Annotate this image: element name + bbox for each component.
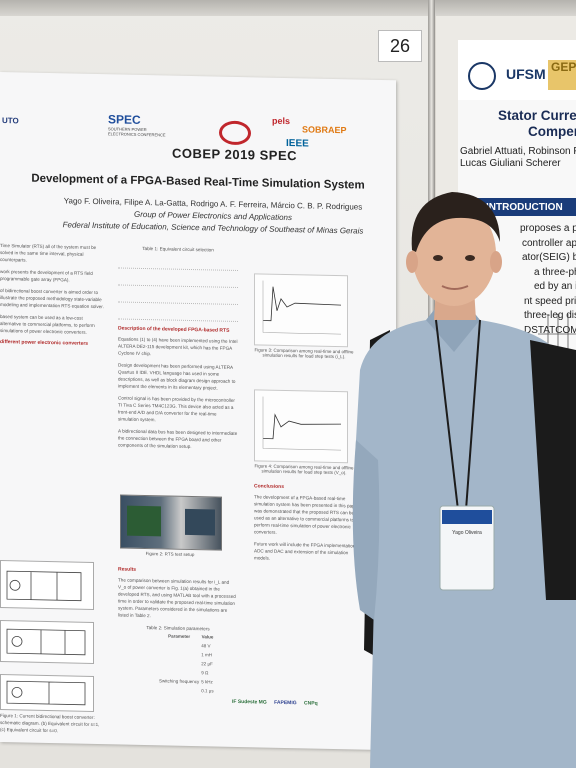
section-title: INTRODUCTION	[486, 201, 563, 213]
backpack	[530, 340, 576, 600]
fpga-bullet-2: Design development has been performed us…	[118, 362, 236, 391]
fpga-bullet-3: Control signal is has been provided by t…	[118, 395, 235, 423]
circuit-diagram-a	[0, 560, 94, 610]
sobraep-logo: SOBRAEP	[302, 124, 347, 136]
footer-logo: CNPq	[304, 700, 318, 707]
boost-text: of bidirectional boost converter is aime…	[0, 288, 104, 310]
spec-logo: SPEC SOUTHERN POWER ELECTRONICS CONFEREN…	[108, 112, 168, 137]
fig3-curve	[262, 280, 341, 335]
spec-subtitle: SOUTHERN POWER ELECTRONICS CONFERENCE	[108, 126, 166, 138]
table2-header: Value	[201, 634, 214, 640]
poster-column-1: Time Simulator (RTS) all of the system m…	[0, 242, 104, 351]
results-heading: Results	[118, 566, 137, 573]
figure-3-plot	[254, 273, 348, 348]
commercial-text: based system can be used as a low-cost a…	[0, 314, 95, 335]
text-line: ator(SEIG) base	[522, 252, 576, 263]
left-ear	[406, 251, 418, 273]
circuit-diagram-c	[0, 674, 94, 712]
lanyard	[435, 319, 481, 511]
figure-4-plot	[254, 389, 348, 464]
results-text: The comparison between simulation result…	[118, 577, 236, 619]
fig2-caption: Figure 2: RTS test setup	[145, 551, 195, 558]
table1-caption: Table 1: Equivalent circuit selection	[142, 245, 214, 253]
power-heading: different power electronic converters	[0, 339, 89, 347]
gep-logo: GEP	[548, 60, 576, 90]
table-cell: 1 mH	[201, 652, 213, 658]
text-line: three-leg dis	[524, 310, 576, 321]
fig1-caption: Figure 1: Current bidirectional boost co…	[0, 713, 100, 734]
right-poster-header: UFSM GEP	[458, 40, 576, 100]
results-section: Results The comparison between simulatio…	[118, 562, 238, 696]
text-line: a three-phase	[534, 266, 576, 278]
fpga-board	[127, 505, 161, 537]
rts-setup-photo	[120, 494, 222, 551]
footer-logo: FAPEMIG	[274, 699, 297, 707]
simulation-parameters-table: Parameter Value 48 V 1 mH 22 μF 9 Ω Switc…	[158, 631, 215, 695]
footer-logo: IF Sudeste MG	[232, 698, 267, 706]
board-number: 26	[378, 30, 422, 62]
right-eye	[465, 255, 475, 261]
equation-2	[118, 274, 238, 288]
table-cell: 22 μF	[201, 661, 213, 667]
table-cell: 0.1 μs	[201, 688, 214, 694]
table-cell: 9 Ω	[201, 670, 209, 676]
table-cell: 48 V	[201, 643, 211, 649]
table-cell	[158, 685, 200, 695]
board-top-frame	[0, 0, 576, 16]
title-line: Stator Curren	[498, 108, 576, 123]
text-line: proposes a propo	[520, 223, 576, 234]
badge-name: Yago Oliveira	[452, 530, 482, 536]
left-poster: UTO SPEC SOUTHERN POWER ELECTRONICS CONF…	[0, 72, 396, 751]
cobep-ring-icon	[218, 120, 251, 146]
fpga-bullet-4: A bidirectional data bus has been design…	[118, 428, 238, 450]
seal-icon	[468, 62, 496, 90]
microcontroller-board	[185, 508, 215, 536]
fpga-bullet-1: Equations (1) to (4) have been implement…	[118, 336, 238, 357]
right-ear	[490, 251, 502, 273]
ieee-logo: IEEE	[286, 137, 309, 150]
person: Yago Oliveira	[352, 192, 576, 768]
text-line: controller applie	[522, 237, 576, 249]
ufsm-logo: UFSM	[506, 66, 546, 82]
table2-caption: Table 2: Simulation parameters	[146, 625, 210, 632]
author-line: Gabriel Attuati, Robinson Figue	[460, 146, 576, 157]
table-cell: 5 kHz	[201, 679, 213, 685]
institution-logo: UTO	[2, 116, 19, 126]
text-line: DSTATCOM	[524, 324, 576, 336]
name-badge	[439, 505, 495, 591]
introduction-text: proposes a propo controller applie ator(…	[460, 222, 576, 338]
fig4-curve	[262, 396, 341, 451]
fpga-heading: Description of the developed FPGA-based …	[118, 325, 230, 334]
arm	[352, 440, 380, 620]
circuit-b-svg	[6, 628, 86, 656]
left-eye	[433, 255, 443, 261]
equation-4	[118, 308, 238, 322]
equation-3	[118, 291, 238, 305]
poster-column-2: Table 1: Equivalent circuit selection De…	[118, 244, 238, 456]
circuit-diagram-b	[0, 620, 94, 664]
circuit-c-svg	[6, 680, 86, 706]
work-text: work presents the development of a RTS f…	[0, 269, 93, 283]
pels-logo: pels	[272, 115, 291, 127]
cobep-logo: COBEP 2019 SPEC	[172, 120, 297, 163]
poster-logos: UTO SPEC SOUTHERN POWER ELECTRONICS CONF…	[2, 112, 376, 168]
collar	[426, 310, 480, 352]
hair	[411, 192, 500, 252]
right-poster-title: Stator Curren Compens	[498, 108, 576, 140]
text-line: nt speed prime	[524, 295, 576, 307]
equation-1	[118, 257, 238, 271]
author-line: Lucas Giuliani Scherer	[460, 158, 561, 169]
mouth	[441, 285, 469, 290]
title-line: Compens	[528, 124, 576, 139]
intro-text: Time Simulator (RTS) all of the system m…	[0, 243, 97, 263]
face	[412, 202, 496, 306]
right-poster-authors: Gabriel Attuati, Robinson Figue Lucas Gi…	[460, 146, 576, 170]
badge-header	[442, 510, 492, 524]
circuit-a-svg	[6, 570, 82, 602]
text-line: ed by an indu	[534, 281, 576, 292]
